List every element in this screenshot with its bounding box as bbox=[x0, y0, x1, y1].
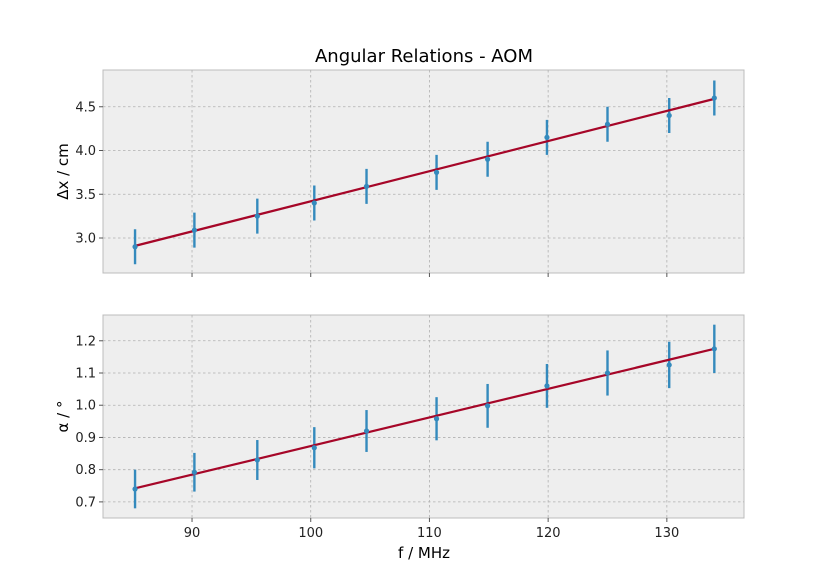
data-point bbox=[132, 486, 138, 492]
x-tick-label: 110 bbox=[417, 526, 442, 541]
y-tick-label: 0.8 bbox=[75, 463, 96, 478]
x-tick-label: 100 bbox=[298, 526, 323, 541]
x-tick-label: 120 bbox=[536, 526, 561, 541]
data-point bbox=[311, 445, 317, 451]
panel-2: 0.7 0.8 0.9 1.0 1.1 1.2 90 100 110 120 130 α / ° bbox=[54, 314, 745, 541]
data-point bbox=[666, 362, 672, 368]
data-point bbox=[254, 213, 260, 219]
data-point bbox=[363, 183, 370, 189]
x-tick-label: 130 bbox=[654, 526, 679, 541]
y-tick-label: 1.2 bbox=[75, 334, 96, 349]
panel-background bbox=[102, 314, 745, 519]
data-point bbox=[485, 156, 491, 162]
panel-1: 3.0 3.5 4.0 4.5 Δx / cm bbox=[54, 69, 745, 277]
data-point bbox=[666, 112, 672, 119]
y-tick-label: 1.0 bbox=[75, 399, 96, 414]
data-point bbox=[132, 244, 138, 250]
chart-title: Angular Relations - AOM bbox=[315, 46, 533, 67]
panel-background bbox=[102, 69, 745, 274]
data-point bbox=[191, 227, 198, 233]
x-tick-label: 90 bbox=[184, 526, 201, 541]
data-point bbox=[311, 200, 317, 206]
data-point bbox=[485, 403, 491, 409]
data-point bbox=[363, 428, 370, 434]
y-tick-label: 4.5 bbox=[75, 100, 96, 115]
data-point bbox=[544, 383, 550, 389]
data-point bbox=[544, 134, 550, 140]
y-tick-label: 4.0 bbox=[75, 144, 96, 159]
data-point bbox=[711, 346, 717, 352]
fit-line bbox=[134, 347, 715, 490]
data-point bbox=[433, 416, 440, 422]
data-point bbox=[604, 121, 611, 127]
data-point bbox=[604, 370, 611, 376]
data-point bbox=[433, 169, 440, 175]
y-tick-label: 0.7 bbox=[75, 495, 96, 510]
data-point bbox=[191, 469, 198, 475]
plot-panels: 3.0 3.5 4.0 4.5 Δx / cm 0.7 0.8 0.9 1.0 1.1 1.2 90 1… bbox=[54, 69, 745, 541]
data-point bbox=[254, 457, 260, 463]
y-tick-label: 3.0 bbox=[75, 232, 96, 247]
y-axis-label: α / ° bbox=[54, 401, 72, 433]
fit-line bbox=[134, 97, 715, 247]
data-point bbox=[711, 95, 717, 101]
y-axis-label: Δx / cm bbox=[54, 143, 72, 200]
x-axis-label: f / MHz bbox=[398, 544, 450, 562]
y-tick-label: 3.5 bbox=[75, 188, 96, 203]
y-tick-label: 0.9 bbox=[75, 431, 96, 446]
y-tick-label: 1.1 bbox=[75, 367, 96, 382]
